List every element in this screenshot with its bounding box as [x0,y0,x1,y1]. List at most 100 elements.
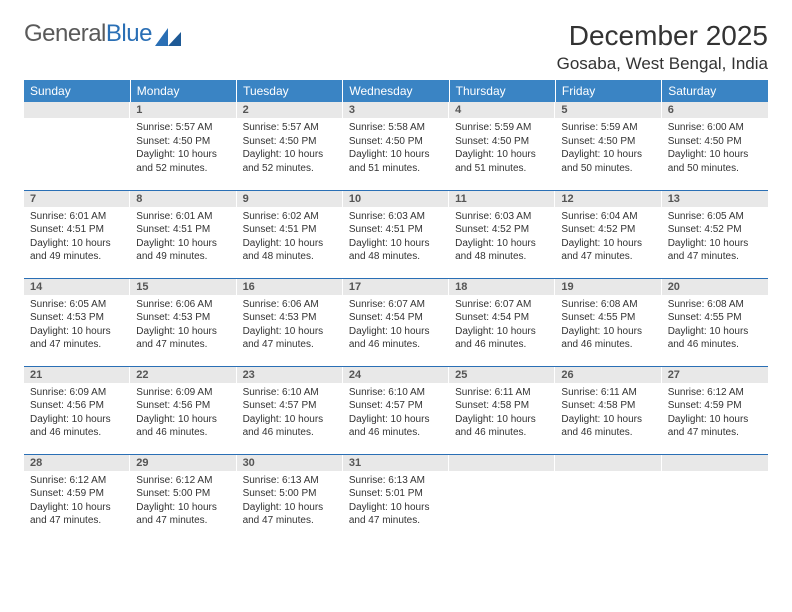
calendar-cell: 8Sunrise: 6:01 AMSunset: 4:51 PMDaylight… [130,190,236,278]
logo-mark-icon [155,25,181,43]
sunrise-line: Sunrise: 6:07 AM [455,298,549,312]
day-content: Sunrise: 6:05 AMSunset: 4:52 PMDaylight:… [662,207,768,266]
day-number: 22 [130,367,236,383]
sunset-line: Sunset: 4:59 PM [668,399,762,413]
day-number: 28 [24,455,130,471]
daylight-line: Daylight: 10 hours and 47 minutes. [668,413,762,440]
daylight-line: Daylight: 10 hours and 47 minutes. [30,325,124,352]
sunrise-line: Sunrise: 6:10 AM [243,386,337,400]
day-number: 23 [237,367,343,383]
day-number: 15 [130,279,236,295]
calendar-cell: 12Sunrise: 6:04 AMSunset: 4:52 PMDayligh… [555,190,661,278]
day-number: 2 [237,102,343,118]
day-number: 25 [449,367,555,383]
weekday-header: Sunday [24,80,130,102]
day-content: Sunrise: 6:12 AMSunset: 5:00 PMDaylight:… [130,471,236,530]
weekday-header: Tuesday [237,80,343,102]
sunset-line: Sunset: 4:53 PM [243,311,337,325]
sunset-line: Sunset: 4:51 PM [243,223,337,237]
day-content: Sunrise: 6:06 AMSunset: 4:53 PMDaylight:… [130,295,236,354]
day-number: 5 [555,102,661,118]
sunrise-line: Sunrise: 6:12 AM [30,474,124,488]
day-number: 21 [24,367,130,383]
calendar-row: 1Sunrise: 5:57 AMSunset: 4:50 PMDaylight… [24,102,768,190]
sunrise-line: Sunrise: 6:06 AM [243,298,337,312]
daylight-line: Daylight: 10 hours and 47 minutes. [136,501,230,528]
day-content: Sunrise: 6:04 AMSunset: 4:52 PMDaylight:… [555,207,661,266]
calendar-cell: 22Sunrise: 6:09 AMSunset: 4:56 PMDayligh… [130,366,236,454]
calendar-cell: 16Sunrise: 6:06 AMSunset: 4:53 PMDayligh… [237,278,343,366]
sunset-line: Sunset: 4:52 PM [668,223,762,237]
weekday-header-row: SundayMondayTuesdayWednesdayThursdayFrid… [24,80,768,102]
day-number: 10 [343,191,449,207]
calendar-cell: 4Sunrise: 5:59 AMSunset: 4:50 PMDaylight… [449,102,555,190]
day-number: 11 [449,191,555,207]
sunset-line: Sunset: 4:59 PM [30,487,124,501]
calendar-table: SundayMondayTuesdayWednesdayThursdayFrid… [24,80,768,542]
day-content: Sunrise: 6:11 AMSunset: 4:58 PMDaylight:… [555,383,661,442]
daylight-line: Daylight: 10 hours and 47 minutes. [243,501,337,528]
sunrise-line: Sunrise: 5:58 AM [349,121,443,135]
logo-text-general: General [24,20,106,48]
logo-text-blue: Blue [106,20,152,48]
sunrise-line: Sunrise: 6:04 AM [561,210,655,224]
sunrise-line: Sunrise: 6:00 AM [668,121,762,135]
sunrise-line: Sunrise: 5:59 AM [561,121,655,135]
calendar-row: 7Sunrise: 6:01 AMSunset: 4:51 PMDaylight… [24,190,768,278]
calendar-row: 21Sunrise: 6:09 AMSunset: 4:56 PMDayligh… [24,366,768,454]
day-number-empty [555,455,661,471]
day-number: 6 [662,102,768,118]
day-number: 3 [343,102,449,118]
daylight-line: Daylight: 10 hours and 46 minutes. [136,413,230,440]
sunrise-line: Sunrise: 6:05 AM [668,210,762,224]
day-number: 8 [130,191,236,207]
calendar-cell: 2 Sunrise: 5:57 AMSunset: 4:50 PMDaylight… [237,102,343,190]
sunset-line: Sunset: 4:50 PM [668,135,762,149]
calendar-cell: 9Sunrise: 6:02 AMSunset: 4:51 PMDaylight… [237,190,343,278]
calendar-cell [662,454,768,542]
day-number: 24 [343,367,449,383]
day-number: 31 [343,455,449,471]
day-number: 9 [237,191,343,207]
sunset-line: Sunset: 4:50 PM [243,135,337,149]
sunrise-line: Sunrise: 5:57 AM [136,121,230,135]
calendar-cell: 21Sunrise: 6:09 AMSunset: 4:56 PMDayligh… [24,366,130,454]
calendar-cell: 1Sunrise: 5:57 AMSunset: 4:50 PMDaylight… [130,102,236,190]
day-content: Sunrise: 6:11 AMSunset: 4:58 PMDaylight:… [449,383,555,442]
calendar-cell: 30Sunrise: 6:13 AMSunset: 5:00 PMDayligh… [237,454,343,542]
day-number: 4 [449,102,555,118]
sunrise-line: Sunrise: 6:06 AM [136,298,230,312]
daylight-line: Daylight: 10 hours and 51 minutes. [349,148,443,175]
daylight-line: Daylight: 10 hours and 47 minutes. [668,237,762,264]
day-content: Sunrise: 6:10 AMSunset: 4:57 PMDaylight:… [237,383,343,442]
day-number: 14 [24,279,130,295]
sunrise-line: Sunrise: 6:12 AM [136,474,230,488]
calendar-cell: 10Sunrise: 6:03 AMSunset: 4:51 PMDayligh… [343,190,449,278]
calendar-cell [24,102,130,190]
calendar-body: 1Sunrise: 5:57 AMSunset: 4:50 PMDaylight… [24,102,768,542]
logo: GeneralBlue [24,20,181,48]
calendar-cell: 3 Sunrise: 5:58 AMSunset: 4:50 PMDaylight… [343,102,449,190]
day-content: Sunrise: 6:02 AMSunset: 4:51 PMDaylight:… [237,207,343,266]
calendar-cell: 6Sunrise: 6:00 AMSunset: 4:50 PMDaylight… [662,102,768,190]
sunset-line: Sunset: 4:50 PM [349,135,443,149]
calendar-cell: 5Sunrise: 5:59 AMSunset: 4:50 PMDaylight… [555,102,661,190]
daylight-line: Daylight: 10 hours and 46 minutes. [30,413,124,440]
sunset-line: Sunset: 4:51 PM [136,223,230,237]
day-content: Sunrise: 6:13 AMSunset: 5:01 PMDaylight:… [343,471,449,530]
daylight-line: Daylight: 10 hours and 46 minutes. [561,413,655,440]
calendar-cell: 26Sunrise: 6:11 AMSunset: 4:58 PMDayligh… [555,366,661,454]
calendar-cell: 23Sunrise: 6:10 AMSunset: 4:57 PMDayligh… [237,366,343,454]
sunset-line: Sunset: 4:57 PM [243,399,337,413]
sunrise-line: Sunrise: 6:09 AM [136,386,230,400]
day-content: Sunrise: 6:12 AMSunset: 4:59 PMDaylight:… [24,471,130,530]
daylight-line: Daylight: 10 hours and 52 minutes. [243,148,337,175]
sunset-line: Sunset: 4:55 PM [668,311,762,325]
daylight-line: Daylight: 10 hours and 48 minutes. [243,237,337,264]
calendar-cell [449,454,555,542]
sunset-line: Sunset: 4:53 PM [136,311,230,325]
daylight-line: Daylight: 10 hours and 46 minutes. [455,325,549,352]
weekday-header: Friday [555,80,661,102]
day-number: 26 [555,367,661,383]
sunrise-line: Sunrise: 5:57 AM [243,121,337,135]
